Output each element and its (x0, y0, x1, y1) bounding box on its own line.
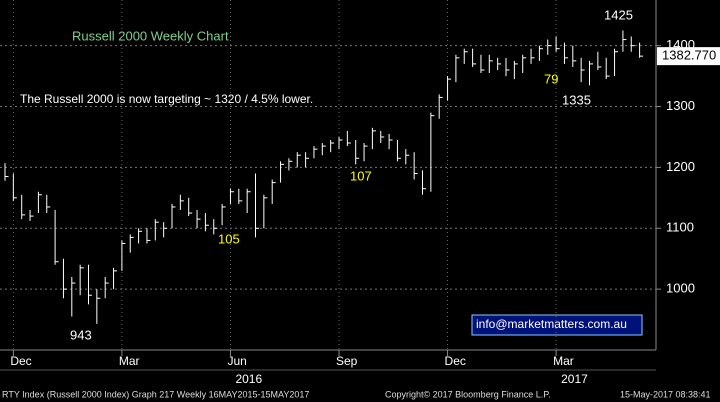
chart-subtitle: The Russell 2000 is now targeting ~ 1320… (20, 92, 313, 106)
annotation: 1425 (604, 7, 633, 22)
x-tick-label: Sep (336, 354, 358, 368)
footer-right: 15-May-2017 08:38:41 (620, 389, 711, 399)
footer-left: RTY Index (Russell 2000 Index) Graph 217… (2, 389, 309, 399)
contact-box (471, 314, 643, 336)
last-price-box (657, 47, 720, 66)
annotation: 1335 (562, 92, 591, 107)
annotation: 105 (218, 231, 240, 246)
x-tick-label: Mar (553, 354, 574, 368)
x-tick-label: Dec (10, 354, 31, 368)
footer-center: Copyright© 2017 Bloomberg Finance L.P. (385, 389, 551, 399)
x-tick-label: Dec (445, 354, 466, 368)
y-tick-label: 1100 (666, 220, 694, 235)
y-tick-label: 1200 (666, 159, 695, 174)
y-tick-label: 1000 (666, 281, 695, 296)
y-tick-label: 1300 (666, 98, 695, 113)
year-label: 2016 (235, 372, 262, 386)
annotation: 943 (70, 327, 92, 342)
contact: info@marketmatters.com.au (476, 317, 627, 331)
annotation: 79 (544, 71, 558, 86)
last-price-label: 1382.770 (662, 48, 716, 63)
x-tick-label: Mar (119, 354, 140, 368)
annotation: 107 (350, 168, 372, 183)
year-label: 2017 (561, 372, 588, 386)
chart-title: Russell 2000 Weekly Chart (72, 28, 229, 43)
x-tick-label: Jun (227, 354, 246, 368)
